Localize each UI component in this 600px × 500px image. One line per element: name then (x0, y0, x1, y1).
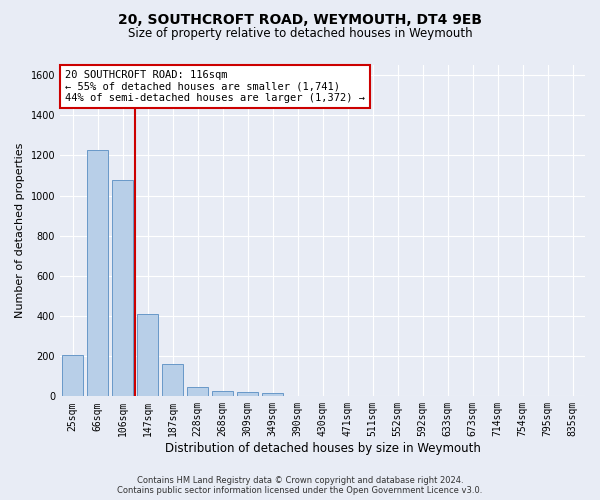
Bar (137, 314, 158, 396)
Bar (112, 180, 133, 396)
Bar (62, 355, 83, 397)
Bar (187, 388, 208, 396)
Bar (262, 394, 283, 396)
Bar (237, 392, 258, 396)
Text: Contains HM Land Registry data © Crown copyright and database right 2024.
Contai: Contains HM Land Registry data © Crown c… (118, 476, 482, 495)
Text: 20 SOUTHCROFT ROAD: 116sqm
← 55% of detached houses are smaller (1,741)
44% of s: 20 SOUTHCROFT ROAD: 116sqm ← 55% of deta… (65, 70, 365, 103)
Bar (87, 150, 108, 396)
Bar (162, 364, 183, 396)
X-axis label: Distribution of detached houses by size in Weymouth: Distribution of detached houses by size … (164, 442, 481, 455)
Text: Size of property relative to detached houses in Weymouth: Size of property relative to detached ho… (128, 28, 472, 40)
Y-axis label: Number of detached properties: Number of detached properties (15, 143, 25, 318)
Text: 20, SOUTHCROFT ROAD, WEYMOUTH, DT4 9EB: 20, SOUTHCROFT ROAD, WEYMOUTH, DT4 9EB (118, 12, 482, 26)
Bar (212, 391, 233, 396)
